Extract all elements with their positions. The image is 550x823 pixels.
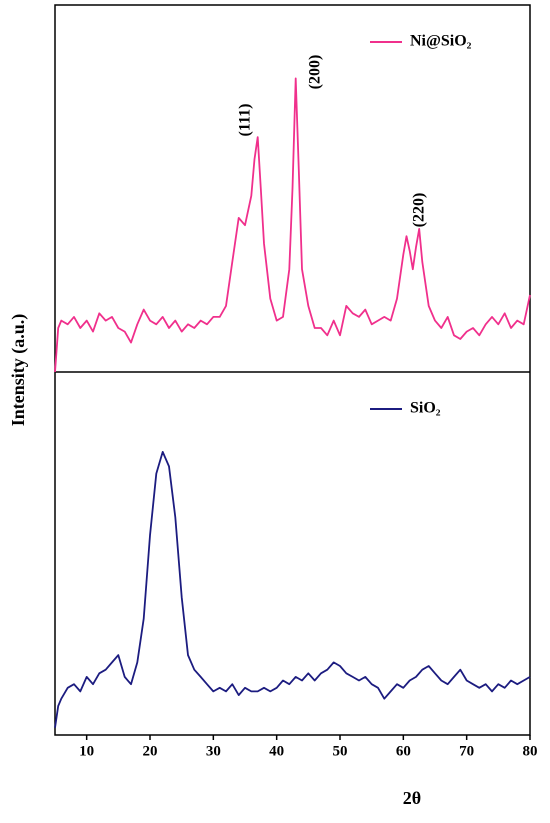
x-tick-label: 80	[523, 743, 538, 759]
y-axis-label: Intensity (a.u.)	[8, 314, 29, 427]
x-tick-label: 20	[143, 743, 158, 759]
x-tick-label: 70	[459, 743, 474, 759]
legend-label: Ni@SiO₂	[410, 33, 472, 50]
x-tick-label: 10	[79, 743, 94, 759]
x-axis-label: 2θ	[403, 788, 421, 808]
x-tick-label: 40	[269, 743, 284, 759]
data-line	[54, 451, 531, 728]
peak-label: (220)	[411, 193, 428, 228]
peak-label: (111)	[237, 104, 254, 137]
plot-frame	[54, 4, 531, 736]
x-tick-label: 50	[333, 743, 348, 759]
data-line	[54, 77, 531, 373]
x-tick-label: 30	[206, 743, 221, 759]
peak-label: (200)	[307, 55, 324, 90]
legend-label: SiO₂	[410, 400, 441, 417]
x-tick-label: 60	[396, 743, 411, 759]
